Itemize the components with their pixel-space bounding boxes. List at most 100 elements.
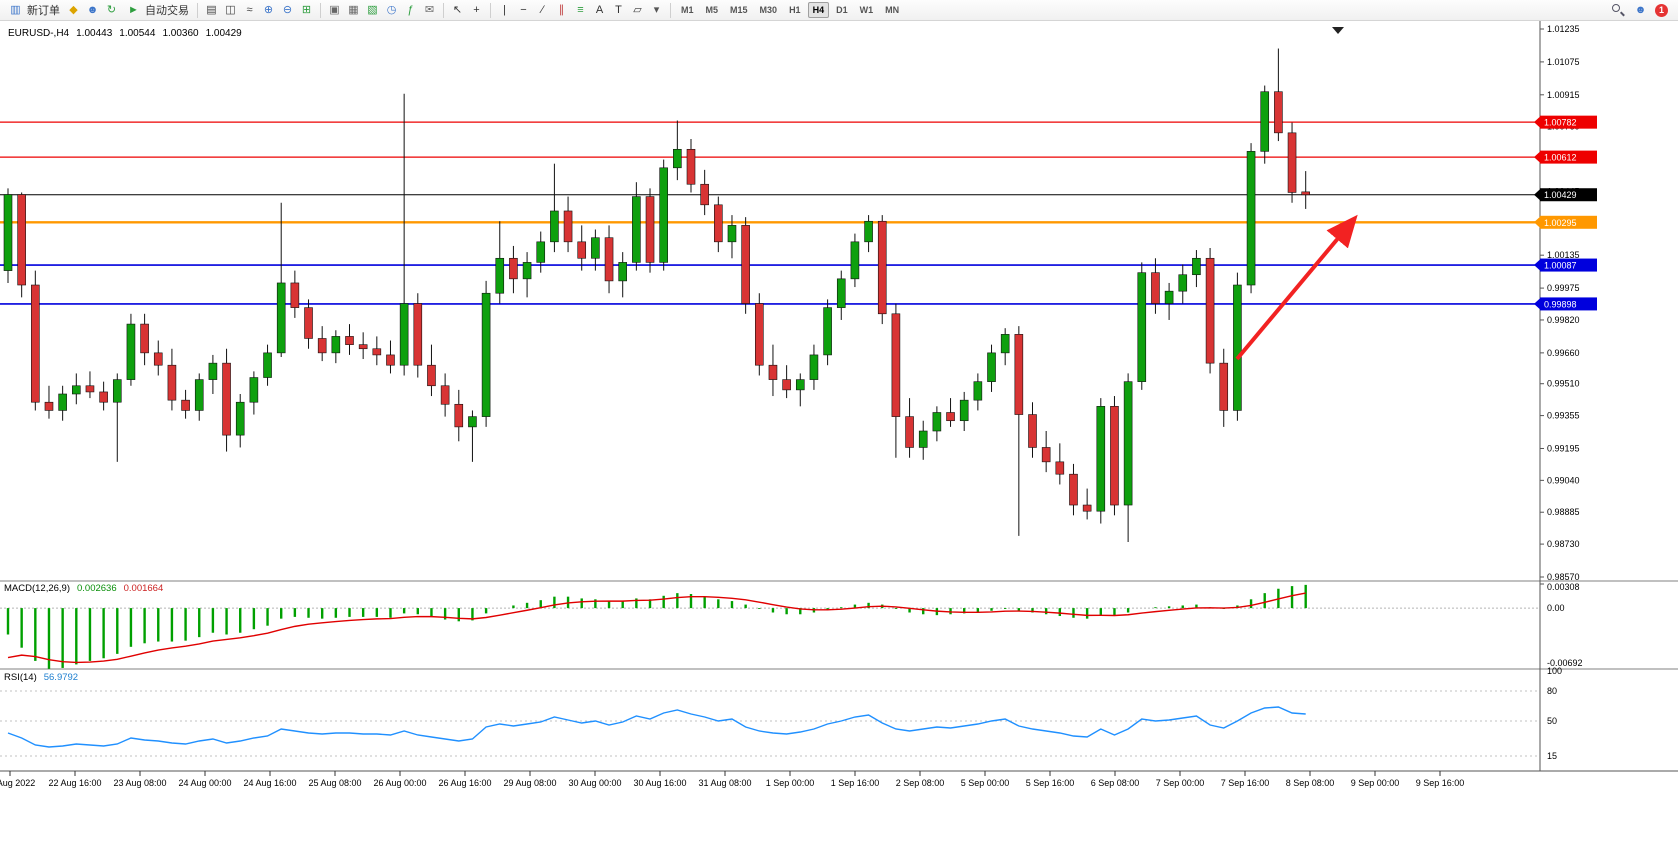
- candle: [153, 352, 163, 366]
- price-axis-label: 0.99355: [1547, 411, 1580, 421]
- time-axis-label: 9 Sep 00:00: [1351, 778, 1400, 788]
- time-axis-label: 31 Aug 08:00: [698, 778, 751, 788]
- zoom-out-icon[interactable]: ⊖: [282, 3, 293, 16]
- price-axis-label: 0.98885: [1547, 507, 1580, 517]
- candle: [140, 323, 149, 354]
- timeframe-m30[interactable]: M30: [759, 5, 778, 15]
- rsi-value: 56.9792: [43, 672, 79, 683]
- candle: [1000, 334, 1010, 354]
- candle: [304, 307, 313, 339]
- candle: [550, 210, 559, 243]
- autotrading-button[interactable]: ► 自动交易: [122, 1, 192, 19]
- candle: [618, 262, 628, 282]
- line-chart-icon[interactable]: ≈: [246, 3, 253, 16]
- price-axis-label: 0.99820: [1547, 315, 1580, 325]
- timeframe-h4[interactable]: H4: [807, 2, 830, 18]
- fibonacci-icon[interactable]: ≡: [577, 3, 584, 16]
- candle: [208, 362, 218, 380]
- candle: [1137, 272, 1147, 382]
- candle: [864, 220, 873, 243]
- price-axis-label: 0.98570: [1547, 572, 1580, 582]
- timeframe-m5[interactable]: M5: [705, 5, 719, 15]
- candle: [1055, 461, 1065, 475]
- new-chart-icon[interactable]: ▧: [367, 3, 378, 16]
- candle: [823, 307, 832, 356]
- crosshair-icon[interactable]: +: [473, 3, 480, 16]
- gold-icon[interactable]: ◆: [69, 3, 78, 16]
- chart-shift-marker[interactable]: [1332, 27, 1344, 34]
- price-axis-label: 1.01075: [1547, 57, 1580, 67]
- candle: [440, 385, 450, 405]
- time-axis-label: 5 Sep 16:00: [1026, 778, 1075, 788]
- vertical-line-icon[interactable]: |: [503, 3, 506, 16]
- candle: [659, 167, 668, 263]
- candle: [386, 354, 395, 366]
- candle: [714, 204, 723, 243]
- time-axis-label: 26 Aug 16:00: [438, 778, 491, 788]
- chart-canvas[interactable]: 1.012351.010751.009151.007601.006001.004…: [0, 21, 1678, 793]
- trendline-icon[interactable]: ∕: [541, 3, 544, 16]
- toolbar-separator: [443, 2, 444, 18]
- timeframe-m1[interactable]: M1: [681, 5, 694, 15]
- macd-signal-line: [7, 592, 1306, 664]
- timeframe-w1[interactable]: W1: [859, 5, 874, 15]
- arrange-windows-icon[interactable]: ▦: [348, 3, 359, 16]
- bar-chart-icon[interactable]: ▤: [206, 3, 217, 16]
- toolbar-separator: [490, 2, 491, 18]
- search-icon[interactable]: [1611, 3, 1626, 18]
- indicators-icon[interactable]: ƒ: [407, 3, 414, 16]
- macd-name: MACD(12,26,9): [4, 583, 70, 594]
- candle: [44, 401, 54, 411]
- time-axis-label: 26 Aug 00:00: [373, 778, 426, 788]
- arrows-dropdown-icon[interactable]: ▾: [653, 3, 660, 16]
- tile-windows-icon[interactable]: ⊞: [301, 3, 312, 16]
- time-axis-label: 24 Aug 16:00: [243, 778, 296, 788]
- candle: [891, 313, 901, 417]
- refresh-icon[interactable]: ↻: [106, 3, 117, 16]
- cascade-windows-icon[interactable]: ▣: [329, 3, 340, 16]
- price-badge-label: 1.00782: [1544, 118, 1577, 128]
- trend-arrow[interactable]: [1235, 214, 1358, 361]
- profile-icon[interactable]: ☻: [86, 3, 99, 16]
- price-badge-notch: [1534, 151, 1540, 163]
- candle: [1096, 406, 1106, 512]
- new-order-button-label: 新订单: [27, 5, 60, 17]
- new-order-button[interactable]: ▥ 新订单: [4, 1, 63, 19]
- horizontal-line-icon[interactable]: −: [520, 3, 527, 16]
- candle: [1192, 257, 1201, 276]
- timeframe-h1[interactable]: H1: [789, 5, 801, 15]
- zoom-in-icon[interactable]: ⊕: [263, 3, 274, 16]
- search-icon-handle: [1620, 10, 1625, 16]
- candle: [358, 344, 368, 350]
- price-badge-label: 1.00295: [1544, 218, 1577, 228]
- shapes-icon[interactable]: ▱: [633, 3, 642, 16]
- timeframe-m15[interactable]: M15: [730, 5, 748, 15]
- candle: [263, 352, 272, 378]
- price-badge: [1540, 115, 1597, 129]
- candlestick-chart-icon[interactable]: ◫: [225, 3, 236, 16]
- cursor-icon[interactable]: ↖: [452, 3, 463, 16]
- new-order-icon: ▥: [10, 3, 21, 16]
- candle: [700, 183, 709, 206]
- timeframe-d1[interactable]: D1: [836, 5, 848, 15]
- channel-icon[interactable]: ∥: [558, 3, 565, 16]
- candle: [331, 336, 341, 354]
- mail-icon[interactable]: ✉: [424, 3, 435, 16]
- price-badge-label: 1.00612: [1544, 153, 1577, 163]
- macd-indicator-label: MACD(12,26,9) 0.002636 0.001664: [4, 583, 163, 594]
- toolbar-left: ▥ 新订单 ◆ ☻ ↻ ► 自动交易 ▤ ◫ ≈ ⊕ ⊖ ⊞ ▣ ▦ ▧ ◷ ƒ ✉ ↖ + | − ∕ ∥ ≡ A T ▱ ▾ M1 M5 M…: [4, 1, 904, 19]
- time-axis-label: 9 Sep 16:00: [1416, 778, 1465, 788]
- time-axis-label: 8 Sep 08:00: [1286, 778, 1335, 788]
- label-tool-icon[interactable]: T: [615, 3, 622, 16]
- candle: [850, 241, 860, 280]
- notification-badge[interactable]: 1: [1655, 3, 1668, 17]
- timeframe-mn[interactable]: MN: [885, 5, 900, 15]
- price-axis-label: 1.00915: [1547, 90, 1580, 100]
- candle: [1219, 362, 1229, 411]
- time-axis-label: 22 Aug 2022: [0, 778, 35, 788]
- text-tool-icon[interactable]: A: [595, 3, 604, 16]
- chart-low: 1.00360: [162, 28, 199, 39]
- period-clock-icon[interactable]: ◷: [386, 3, 397, 16]
- user-icon[interactable]: ☻: [1634, 3, 1647, 16]
- candle: [727, 225, 737, 243]
